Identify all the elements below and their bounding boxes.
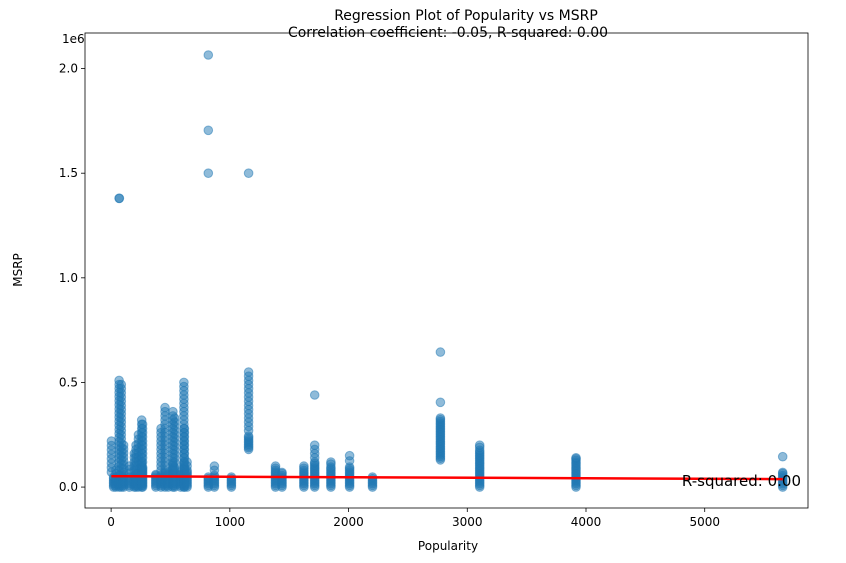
data-point <box>169 413 180 423</box>
x-axis-ticks: 0 1000 2000 3000 4000 5000 <box>107 508 720 529</box>
x-tick-label: 1000 <box>215 515 246 529</box>
x-tick-label: 2000 <box>333 515 364 529</box>
x-tick-label: 4000 <box>571 515 602 529</box>
plot-frame <box>84 32 809 509</box>
data-point <box>203 125 214 136</box>
r-squared-annotation: R-squared: 0.00 <box>682 472 801 490</box>
y-tick-label: 0.0 <box>59 480 78 494</box>
x-tick-label: 3000 <box>452 515 483 529</box>
data-point <box>277 467 287 478</box>
regression-line <box>111 474 783 481</box>
data-point <box>243 367 254 377</box>
data-point <box>777 467 788 478</box>
data-point <box>344 450 355 461</box>
data-point <box>118 440 129 451</box>
data-point <box>435 347 446 357</box>
data-point <box>160 402 170 413</box>
y-tick-label: 0.5 <box>59 375 78 389</box>
data-point <box>571 453 581 463</box>
data-point <box>435 397 446 408</box>
y-tick-label: 1.0 <box>59 271 78 285</box>
x-tick-label: 5000 <box>689 515 720 529</box>
data-point <box>179 377 189 388</box>
data-point <box>435 413 446 423</box>
data-point <box>309 390 320 400</box>
data-point <box>114 193 125 204</box>
data-point <box>243 168 254 178</box>
y-offset-label: 1e6 <box>62 32 85 46</box>
data-point <box>179 423 190 434</box>
y-axis-label: MSRP <box>11 253 25 287</box>
data-point <box>116 379 127 390</box>
y-axis-ticks: 0.0 0.5 1.0 1.5 2.0 <box>59 62 85 494</box>
data-point <box>777 451 788 462</box>
x-axis-label: Popularity <box>418 539 478 553</box>
data-point <box>474 440 485 451</box>
plot-area <box>106 50 788 492</box>
y-tick-label: 2.0 <box>59 62 78 76</box>
data-point <box>299 461 309 471</box>
y-tick-label: 1.5 <box>59 166 78 180</box>
data-point <box>270 461 281 471</box>
data-point <box>137 419 148 430</box>
data-point <box>203 168 214 178</box>
data-point <box>203 50 214 60</box>
data-point <box>309 440 320 451</box>
data-point <box>182 457 192 467</box>
x-tick-label: 0 <box>107 515 115 529</box>
data-point <box>209 461 220 471</box>
chart-title: Regression Plot of Popularity vs MSRP <box>334 8 598 24</box>
data-point <box>326 457 336 467</box>
